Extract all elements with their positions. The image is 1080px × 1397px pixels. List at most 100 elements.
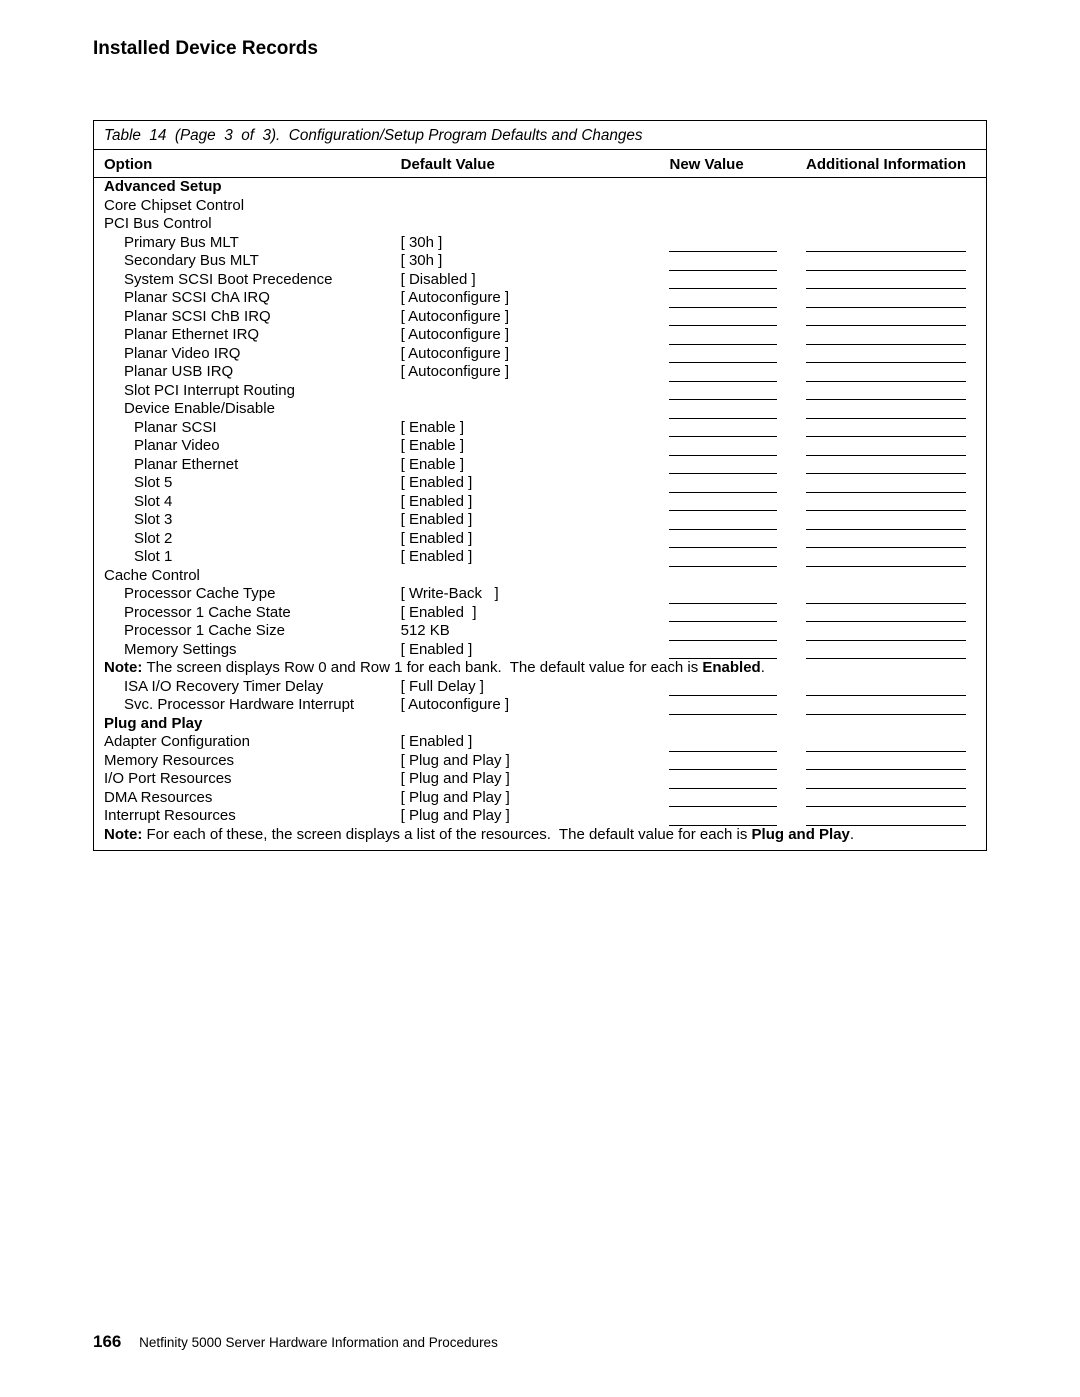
additional-info-cell [796,382,986,401]
additional-info-cell [796,548,986,567]
default-value-cell: [ Autoconfigure ] [391,363,660,382]
table-row: Planar SCSI[ Enable ] [94,419,986,438]
blank-line [806,609,966,622]
blank-line [669,609,777,622]
table-row: Primary Bus MLT[ 30h ] [94,234,986,253]
new-value-cell [659,789,796,808]
new-value-cell [659,271,796,290]
new-value-cell [659,696,796,715]
additional-info-cell [796,530,986,549]
blank-line [806,332,966,345]
new-value-cell [659,308,796,327]
table-row: Svc. Processor Hardware Interrupt[ Autoc… [94,696,986,715]
additional-info-cell [796,604,986,623]
option-cell: Slot PCI Interrupt Routing [94,382,391,401]
new-value-cell [659,474,796,493]
option-cell: Planar SCSI ChB IRQ [94,308,391,327]
new-value-cell [659,382,796,401]
default-value-cell [391,215,660,234]
blank-line [669,276,777,289]
blank-line [806,554,966,567]
additional-info-cell [796,511,986,530]
blank-line [669,313,777,326]
additional-info-cell [796,252,986,271]
option-cell: Slot 2 [94,530,391,549]
blank-line [806,313,966,326]
option-cell: Advanced Setup [94,178,391,197]
new-value-cell [659,511,796,530]
additional-info-cell [796,234,986,253]
table-caption-row: Table 14 (Page 3 of 3). Configuration/Se… [94,121,986,150]
new-value-cell [659,678,796,697]
option-cell: Memory Resources [94,752,391,771]
table-row: Planar Ethernet IRQ[ Autoconfigure ] [94,326,986,345]
option-cell: Processor Cache Type [94,585,391,604]
default-value-cell: [ Enabled ] [391,733,660,752]
additional-info-cell [796,400,986,419]
default-value-cell: [ Plug and Play ] [391,770,660,789]
table-row: Cache Control [94,567,986,586]
default-value-cell: [ Enable ] [391,456,660,475]
table-row: Planar Video[ Enable ] [94,437,986,456]
blank-line [669,683,777,696]
default-value-cell [391,715,660,734]
config-table: Table 14 (Page 3 of 3). Configuration/Se… [94,121,986,850]
option-cell: Planar Ethernet IRQ [94,326,391,345]
new-value-cell [659,548,796,567]
option-cell: ISA I/O Recovery Timer Delay [94,678,391,697]
new-value-cell [659,178,796,197]
default-value-cell [391,197,660,216]
new-value-cell [659,215,796,234]
blank-line [806,702,966,715]
table-row: Planar USB IRQ[ Autoconfigure ] [94,363,986,382]
default-value-cell [391,400,660,419]
blank-line [806,461,966,474]
blank-line [669,406,777,419]
option-cell: Processor 1 Cache Size [94,622,391,641]
table-row: Memory Resources[ Plug and Play ] [94,752,986,771]
default-value-cell: 512 KB [391,622,660,641]
new-value-cell [659,252,796,271]
option-cell: PCI Bus Control [94,215,391,234]
new-value-cell [659,345,796,364]
option-cell: Interrupt Resources [94,807,391,826]
blank-line [669,498,777,511]
default-value-cell: [ Enabled ] [391,641,660,660]
blank-line [806,276,966,289]
option-cell: Slot 4 [94,493,391,512]
blank-line [806,628,966,641]
table-row: Planar SCSI ChA IRQ[ Autoconfigure ] [94,289,986,308]
table-note-row: Note: For each of these, the screen disp… [94,826,986,851]
additional-info-cell [796,622,986,641]
default-value-cell: [ Autoconfigure ] [391,345,660,364]
page-title: Installed Device Records [93,38,987,60]
new-value-cell [659,807,796,826]
additional-info-cell [796,733,986,752]
option-cell: Adapter Configuration [94,733,391,752]
table-row: Memory Settings[ Enabled ] [94,641,986,660]
config-table-container: Table 14 (Page 3 of 3). Configuration/Se… [93,120,987,851]
blank-line [806,424,966,437]
blank-line [806,776,966,789]
page-footer: 166 Netfinity 5000 Server Hardware Infor… [93,1332,498,1352]
table-row: Secondary Bus MLT[ 30h ] [94,252,986,271]
new-value-cell [659,234,796,253]
new-value-cell [659,641,796,660]
blank-line [669,387,777,400]
default-value-cell: [ Enable ] [391,419,660,438]
default-value-cell: [ Enable ] [391,437,660,456]
col-additional-info: Additional Information [796,150,986,178]
new-value-cell [659,363,796,382]
blank-line [669,443,777,456]
table-row: Planar SCSI ChB IRQ[ Autoconfigure ] [94,308,986,327]
default-value-cell: [ Autoconfigure ] [391,696,660,715]
blank-line [806,350,966,363]
option-cell: Planar Ethernet [94,456,391,475]
blank-line [806,517,966,530]
blank-line [669,369,777,382]
additional-info-cell [796,345,986,364]
blank-line [806,480,966,493]
blank-line [669,646,777,659]
col-new-value: New Value [659,150,796,178]
default-value-cell: [ 30h ] [391,234,660,253]
